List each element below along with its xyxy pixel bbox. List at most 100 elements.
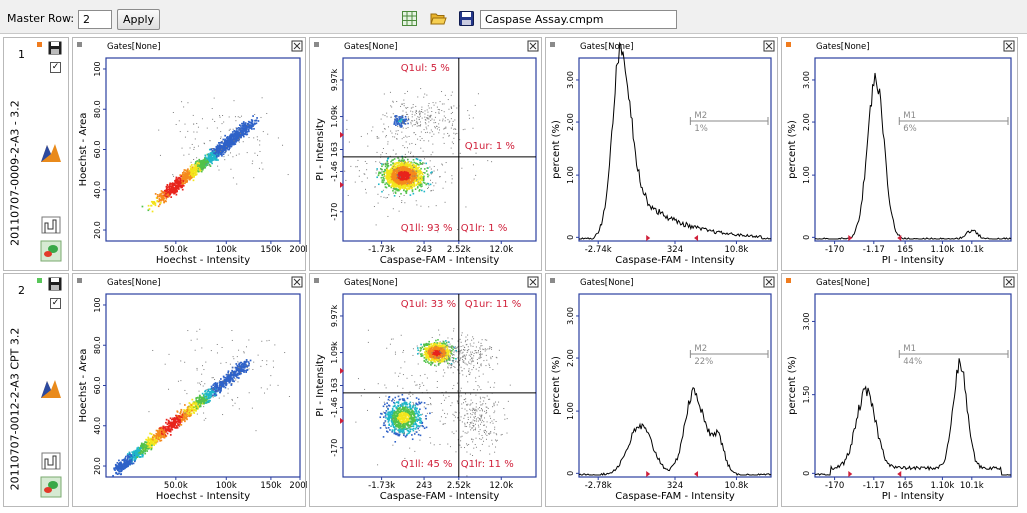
quadrant-ur-label: Q1ur: 1 %: [465, 141, 515, 152]
row-sidebar: 1 ✓ 20110707-0009-2-A3 - 3.2: [3, 37, 69, 271]
cell-population: [393, 114, 410, 128]
histogram-line: [578, 386, 772, 476]
row-checkbox[interactable]: ✓: [50, 62, 61, 73]
hoechst-scatter-plot[interactable]: Gates[None] Hoechst - Intensity Hoechst - …: [73, 38, 307, 272]
x-tick-label: 324: [667, 245, 683, 255]
apply-button[interactable]: Apply: [117, 9, 160, 30]
plot-frame: [578, 293, 772, 478]
dot-plot-icon[interactable]: [40, 240, 62, 262]
plot-panel[interactable]: Gates[None] PI - Intensity percent (%) -170…: [781, 37, 1018, 271]
y-tick-label: 1.09k: [330, 105, 339, 128]
quadrant-ur-label: Q1ur: 11 %: [465, 299, 521, 310]
x-axis-label: Hoechst - Intensity: [156, 255, 250, 266]
y-tick-label: 163: [330, 142, 339, 157]
y-gate-marker-icon: [340, 417, 344, 424]
y-gate-marker-icon: [340, 131, 344, 138]
marker-region[interactable]: [898, 350, 1009, 358]
x-tick-label: 200k: [289, 245, 307, 255]
plot-panel[interactable]: Gates[None] Caspase-FAM - Intensity percen…: [545, 37, 778, 271]
y-axis-label: percent (%): [551, 120, 562, 179]
plot-panel[interactable]: Gates[None] Caspase-FAM - Intensity PI - I…: [309, 273, 542, 507]
plot-panel[interactable]: Gates[None] PI - Intensity percent (%) -170…: [781, 273, 1018, 507]
y-tick-label: 80.0: [93, 336, 102, 354]
marker-region[interactable]: [689, 117, 769, 125]
histogram-icon[interactable]: [40, 214, 62, 236]
x-gate-marker-icon: [897, 471, 902, 477]
x-tick-label: 165: [897, 481, 913, 491]
y-tick-label: 40.0: [93, 181, 102, 199]
quadrant-ul-label: Q1ul: 33 %: [401, 299, 456, 310]
close-icon[interactable]: [763, 276, 775, 288]
diagonal-population: [141, 115, 260, 213]
x-tick-label: 12.0k: [489, 481, 513, 491]
floppy-save-icon[interactable]: [458, 10, 475, 27]
dot-plot-icon[interactable]: [40, 476, 62, 498]
hoechst-scatter-plot[interactable]: Gates[None] Hoechst - Intensity Hoechst - …: [73, 274, 307, 508]
marker-region[interactable]: [898, 117, 1009, 125]
folder-open-icon[interactable]: [430, 10, 447, 27]
quadrant-scatter-plot[interactable]: Gates[None] Caspase-FAM - Intensity PI - I…: [310, 274, 543, 508]
gates-label: Gates[None]: [107, 278, 161, 288]
sparse-events: [360, 88, 479, 153]
histogram-line: [814, 358, 1012, 476]
close-icon[interactable]: [291, 40, 303, 52]
spreadsheet-icon[interactable]: [401, 10, 418, 27]
sparse-events: [425, 332, 500, 383]
plot-panel[interactable]: Gates[None] Hoechst - Intensity Hoechst - …: [72, 37, 307, 272]
x-tick-label: 10.1k: [960, 481, 984, 491]
x-tick-label: -170: [825, 481, 844, 491]
caspase-histogram[interactable]: Gates[None] Caspase-FAM - Intensity percen…: [546, 38, 779, 272]
x-tick-label: 1.10k: [930, 245, 954, 255]
y-tick-label: 3.00: [566, 71, 575, 89]
sample-row-1: 1 ✓ 20110707-0009-2-A3 - 3.2 Gates[None]…: [0, 37, 1027, 271]
x-axis-label: PI - Intensity: [882, 491, 945, 502]
close-icon[interactable]: [527, 276, 539, 288]
x-tick-label: -1.73k: [368, 481, 395, 491]
close-icon[interactable]: [1003, 276, 1015, 288]
quadrant-ll-label: Q1ll: 93 %: [401, 223, 453, 234]
close-icon[interactable]: [291, 276, 303, 288]
file-name-field[interactable]: [480, 10, 677, 29]
row-checkbox[interactable]: ✓: [50, 298, 61, 309]
sample-name: 20110707-0012-2-A3 CPT 3.2: [8, 327, 22, 491]
plot-panel[interactable]: Gates[None] Caspase-FAM - Intensity PI - I…: [309, 37, 542, 271]
save-icon[interactable]: [48, 277, 62, 291]
x-gate-marker-icon: [646, 471, 651, 477]
x-axis-label: PI - Intensity: [882, 255, 945, 266]
x-tick-label: -2.74k: [585, 245, 612, 255]
save-icon[interactable]: [48, 41, 62, 55]
y-tick-label: 20.0: [93, 457, 102, 475]
caspase-histogram[interactable]: Gates[None] Caspase-FAM - Intensity percen…: [546, 274, 779, 508]
pi-histogram[interactable]: Gates[None] PI - Intensity percent (%) -170…: [782, 274, 1019, 508]
x-tick-label: -1.17: [863, 245, 885, 255]
marker-name: M1: [903, 344, 916, 354]
x-gate-marker-icon: [694, 471, 699, 477]
close-icon[interactable]: [527, 40, 539, 52]
gates-label: Gates[None]: [816, 278, 870, 288]
gates-label: Gates[None]: [344, 42, 398, 52]
close-icon[interactable]: [1003, 40, 1015, 52]
plot-frame: [814, 293, 1012, 478]
plot-panel[interactable]: Gates[None] Caspase-FAM - Intensity percen…: [545, 273, 778, 507]
toolbar: Master Row: Apply: [0, 0, 1027, 34]
close-icon[interactable]: [763, 40, 775, 52]
marker-name: M2: [694, 111, 707, 121]
marker-region[interactable]: [689, 350, 769, 358]
master-row-input[interactable]: [78, 10, 112, 29]
panel-status-dot-icon: [786, 42, 791, 47]
plot-panel[interactable]: Gates[None] Hoechst - Intensity Hoechst - …: [72, 273, 307, 508]
pi-histogram[interactable]: Gates[None] PI - Intensity percent (%) -170…: [782, 38, 1019, 272]
histogram-icon[interactable]: [40, 450, 62, 472]
y-tick-label: 0: [566, 235, 575, 240]
gates-label: Gates[None]: [580, 42, 634, 52]
histogram-overlay-icon[interactable]: [40, 141, 62, 163]
x-tick-label: 150k: [260, 245, 281, 255]
y-tick-label: 2.00: [566, 349, 575, 367]
histogram-overlay-icon[interactable]: [40, 377, 62, 399]
y-tick-label: 3.00: [566, 307, 575, 325]
quadrant-scatter-plot[interactable]: Gates[None] Caspase-FAM - Intensity PI - I…: [310, 38, 543, 272]
x-gate-marker-icon: [848, 471, 853, 477]
x-axis-label: Caspase-FAM - Intensity: [380, 255, 500, 266]
marker-value: 44%: [903, 357, 922, 367]
x-tick-label: 324: [667, 481, 683, 491]
